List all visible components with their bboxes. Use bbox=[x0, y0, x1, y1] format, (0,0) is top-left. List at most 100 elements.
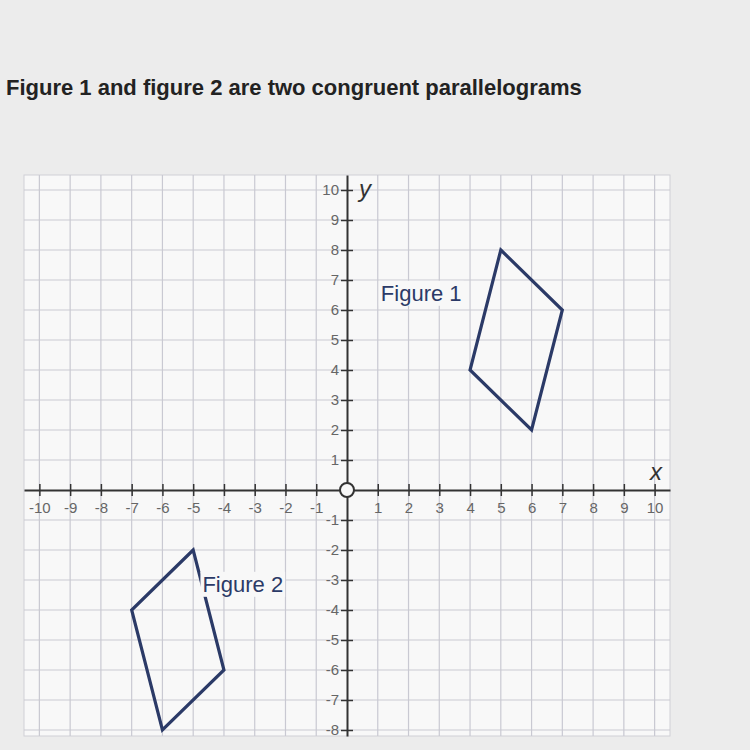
grid-line bbox=[285, 175, 286, 736]
x-tick: -6 bbox=[156, 484, 169, 516]
x-tick-label: -3 bbox=[249, 499, 262, 516]
title: Figure 1 and figure 2 are two congruent … bbox=[6, 75, 582, 100]
x-tick: 1 bbox=[374, 484, 382, 516]
y-tick-label: -1 bbox=[326, 511, 339, 528]
x-tick: -8 bbox=[95, 484, 108, 516]
y-tick: -8 bbox=[326, 721, 353, 738]
y-tick-label: 2 bbox=[331, 421, 339, 438]
x-tick: -5 bbox=[187, 484, 200, 516]
grid-line bbox=[70, 175, 71, 736]
x-tick-label: -4 bbox=[218, 499, 231, 516]
x-tick-mark bbox=[408, 484, 410, 496]
x-tick: -10 bbox=[29, 484, 51, 516]
x-tick: -9 bbox=[64, 484, 77, 516]
label-background bbox=[200, 572, 285, 597]
x-tick: 10 bbox=[647, 484, 664, 516]
parallelogram bbox=[470, 250, 562, 430]
x-tick: 6 bbox=[528, 484, 536, 516]
y-axis-line bbox=[347, 176, 349, 737]
y-tick-label: -7 bbox=[326, 691, 339, 708]
y-axis: -8-7-6-5-4-3-2-112345678910 bbox=[322, 176, 353, 739]
y-tick-label: 8 bbox=[331, 241, 339, 258]
x-tick-label: -1 bbox=[310, 499, 323, 516]
x-tick-mark bbox=[254, 484, 256, 496]
x-tick-label: 10 bbox=[647, 499, 664, 516]
grid-line bbox=[654, 175, 655, 736]
y-tick-mark bbox=[341, 640, 353, 642]
y-tick: 1 bbox=[331, 451, 353, 468]
x-tick-label: 7 bbox=[559, 499, 567, 516]
grid-line bbox=[254, 175, 255, 736]
grid-line bbox=[469, 175, 470, 736]
x-tick-label: -2 bbox=[279, 499, 292, 516]
x-tick-mark bbox=[131, 484, 133, 496]
chart: Figure 1 and figure 2 are two congruent … bbox=[0, 0, 750, 750]
y-tick-label: 1 bbox=[331, 451, 339, 468]
grid-line bbox=[562, 175, 563, 736]
figure-label: Figure 2 bbox=[202, 572, 283, 597]
y-tick-label: -4 bbox=[326, 601, 339, 618]
x-tick-mark bbox=[562, 484, 564, 496]
x-tick-label: 4 bbox=[466, 499, 474, 516]
grid-line bbox=[39, 175, 40, 736]
y-tick-mark bbox=[341, 400, 353, 402]
y-tick-label: -6 bbox=[326, 661, 339, 678]
y-tick-label: 9 bbox=[331, 211, 339, 228]
x-tick-label: -8 bbox=[95, 499, 108, 516]
y-tick-label: -8 bbox=[326, 721, 339, 738]
x-axis-label: x bbox=[649, 458, 663, 485]
y-tick-mark bbox=[341, 250, 353, 252]
grid-line bbox=[100, 175, 101, 736]
x-tick-mark bbox=[316, 484, 318, 496]
x-tick-label: 6 bbox=[528, 499, 536, 516]
x-tick-mark bbox=[470, 484, 472, 496]
y-tick: -6 bbox=[326, 661, 353, 678]
y-tick: -7 bbox=[326, 691, 353, 708]
x-tick-label: -7 bbox=[125, 499, 138, 516]
x-tick-label: -9 bbox=[64, 499, 77, 516]
x-tick-mark bbox=[501, 484, 503, 496]
x-tick: -4 bbox=[218, 484, 231, 516]
x-tick-label: 9 bbox=[620, 499, 628, 516]
grid-line bbox=[592, 175, 593, 736]
grid-line bbox=[131, 175, 132, 736]
x-tick: 5 bbox=[497, 484, 505, 516]
grid-line bbox=[408, 175, 409, 736]
y-tick: -2 bbox=[326, 541, 353, 558]
x-tick-label: -6 bbox=[156, 499, 169, 516]
label-background bbox=[379, 281, 464, 306]
y-tick-mark bbox=[341, 460, 353, 462]
x-tick-mark bbox=[162, 484, 164, 496]
x-tick-mark bbox=[285, 484, 287, 496]
y-tick-label: 10 bbox=[322, 181, 339, 198]
y-tick-mark bbox=[341, 610, 353, 612]
y-tick: 4 bbox=[331, 361, 353, 378]
y-tick: -1 bbox=[326, 511, 353, 528]
plot-background bbox=[24, 175, 670, 736]
x-tick-mark bbox=[70, 484, 72, 496]
x-tick-label: 3 bbox=[436, 499, 444, 516]
x-tick-label: -5 bbox=[187, 499, 200, 516]
x-tick-mark bbox=[224, 484, 226, 496]
y-tick: 6 bbox=[331, 301, 353, 318]
y-tick-mark bbox=[341, 700, 353, 702]
x-tick: 4 bbox=[466, 484, 474, 516]
y-tick: -4 bbox=[326, 601, 353, 618]
y-tick: 2 bbox=[331, 421, 353, 438]
y-tick-mark bbox=[341, 550, 353, 552]
grid-line bbox=[531, 175, 532, 736]
x-tick-label: 2 bbox=[405, 499, 413, 516]
x-tick: 2 bbox=[405, 484, 413, 516]
y-axis-label: y bbox=[357, 175, 373, 202]
y-tick: 8 bbox=[331, 241, 353, 258]
y-tick-mark bbox=[341, 430, 353, 432]
y-tick-mark bbox=[341, 670, 353, 672]
x-tick: -3 bbox=[249, 484, 262, 516]
x-tick-mark bbox=[101, 484, 103, 496]
grid-line bbox=[193, 175, 194, 736]
grid-line bbox=[500, 175, 501, 736]
x-tick-mark bbox=[531, 484, 533, 496]
x-tick-mark bbox=[593, 484, 595, 496]
x-tick-mark bbox=[624, 484, 626, 496]
x-tick-label: 5 bbox=[497, 499, 505, 516]
